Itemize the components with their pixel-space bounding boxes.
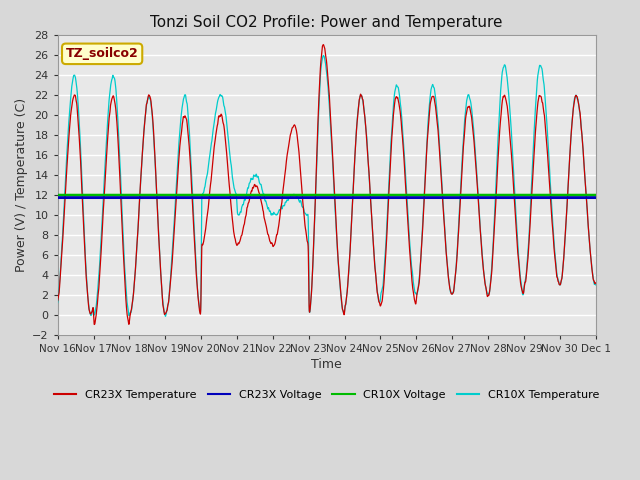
Text: TZ_soilco2: TZ_soilco2 — [66, 48, 138, 60]
Legend: CR23X Temperature, CR23X Voltage, CR10X Voltage, CR10X Temperature: CR23X Temperature, CR23X Voltage, CR10X … — [49, 385, 604, 404]
Title: Tonzi Soil CO2 Profile: Power and Temperature: Tonzi Soil CO2 Profile: Power and Temper… — [150, 15, 503, 30]
X-axis label: Time: Time — [311, 358, 342, 371]
Y-axis label: Power (V) / Temperature (C): Power (V) / Temperature (C) — [15, 98, 28, 272]
